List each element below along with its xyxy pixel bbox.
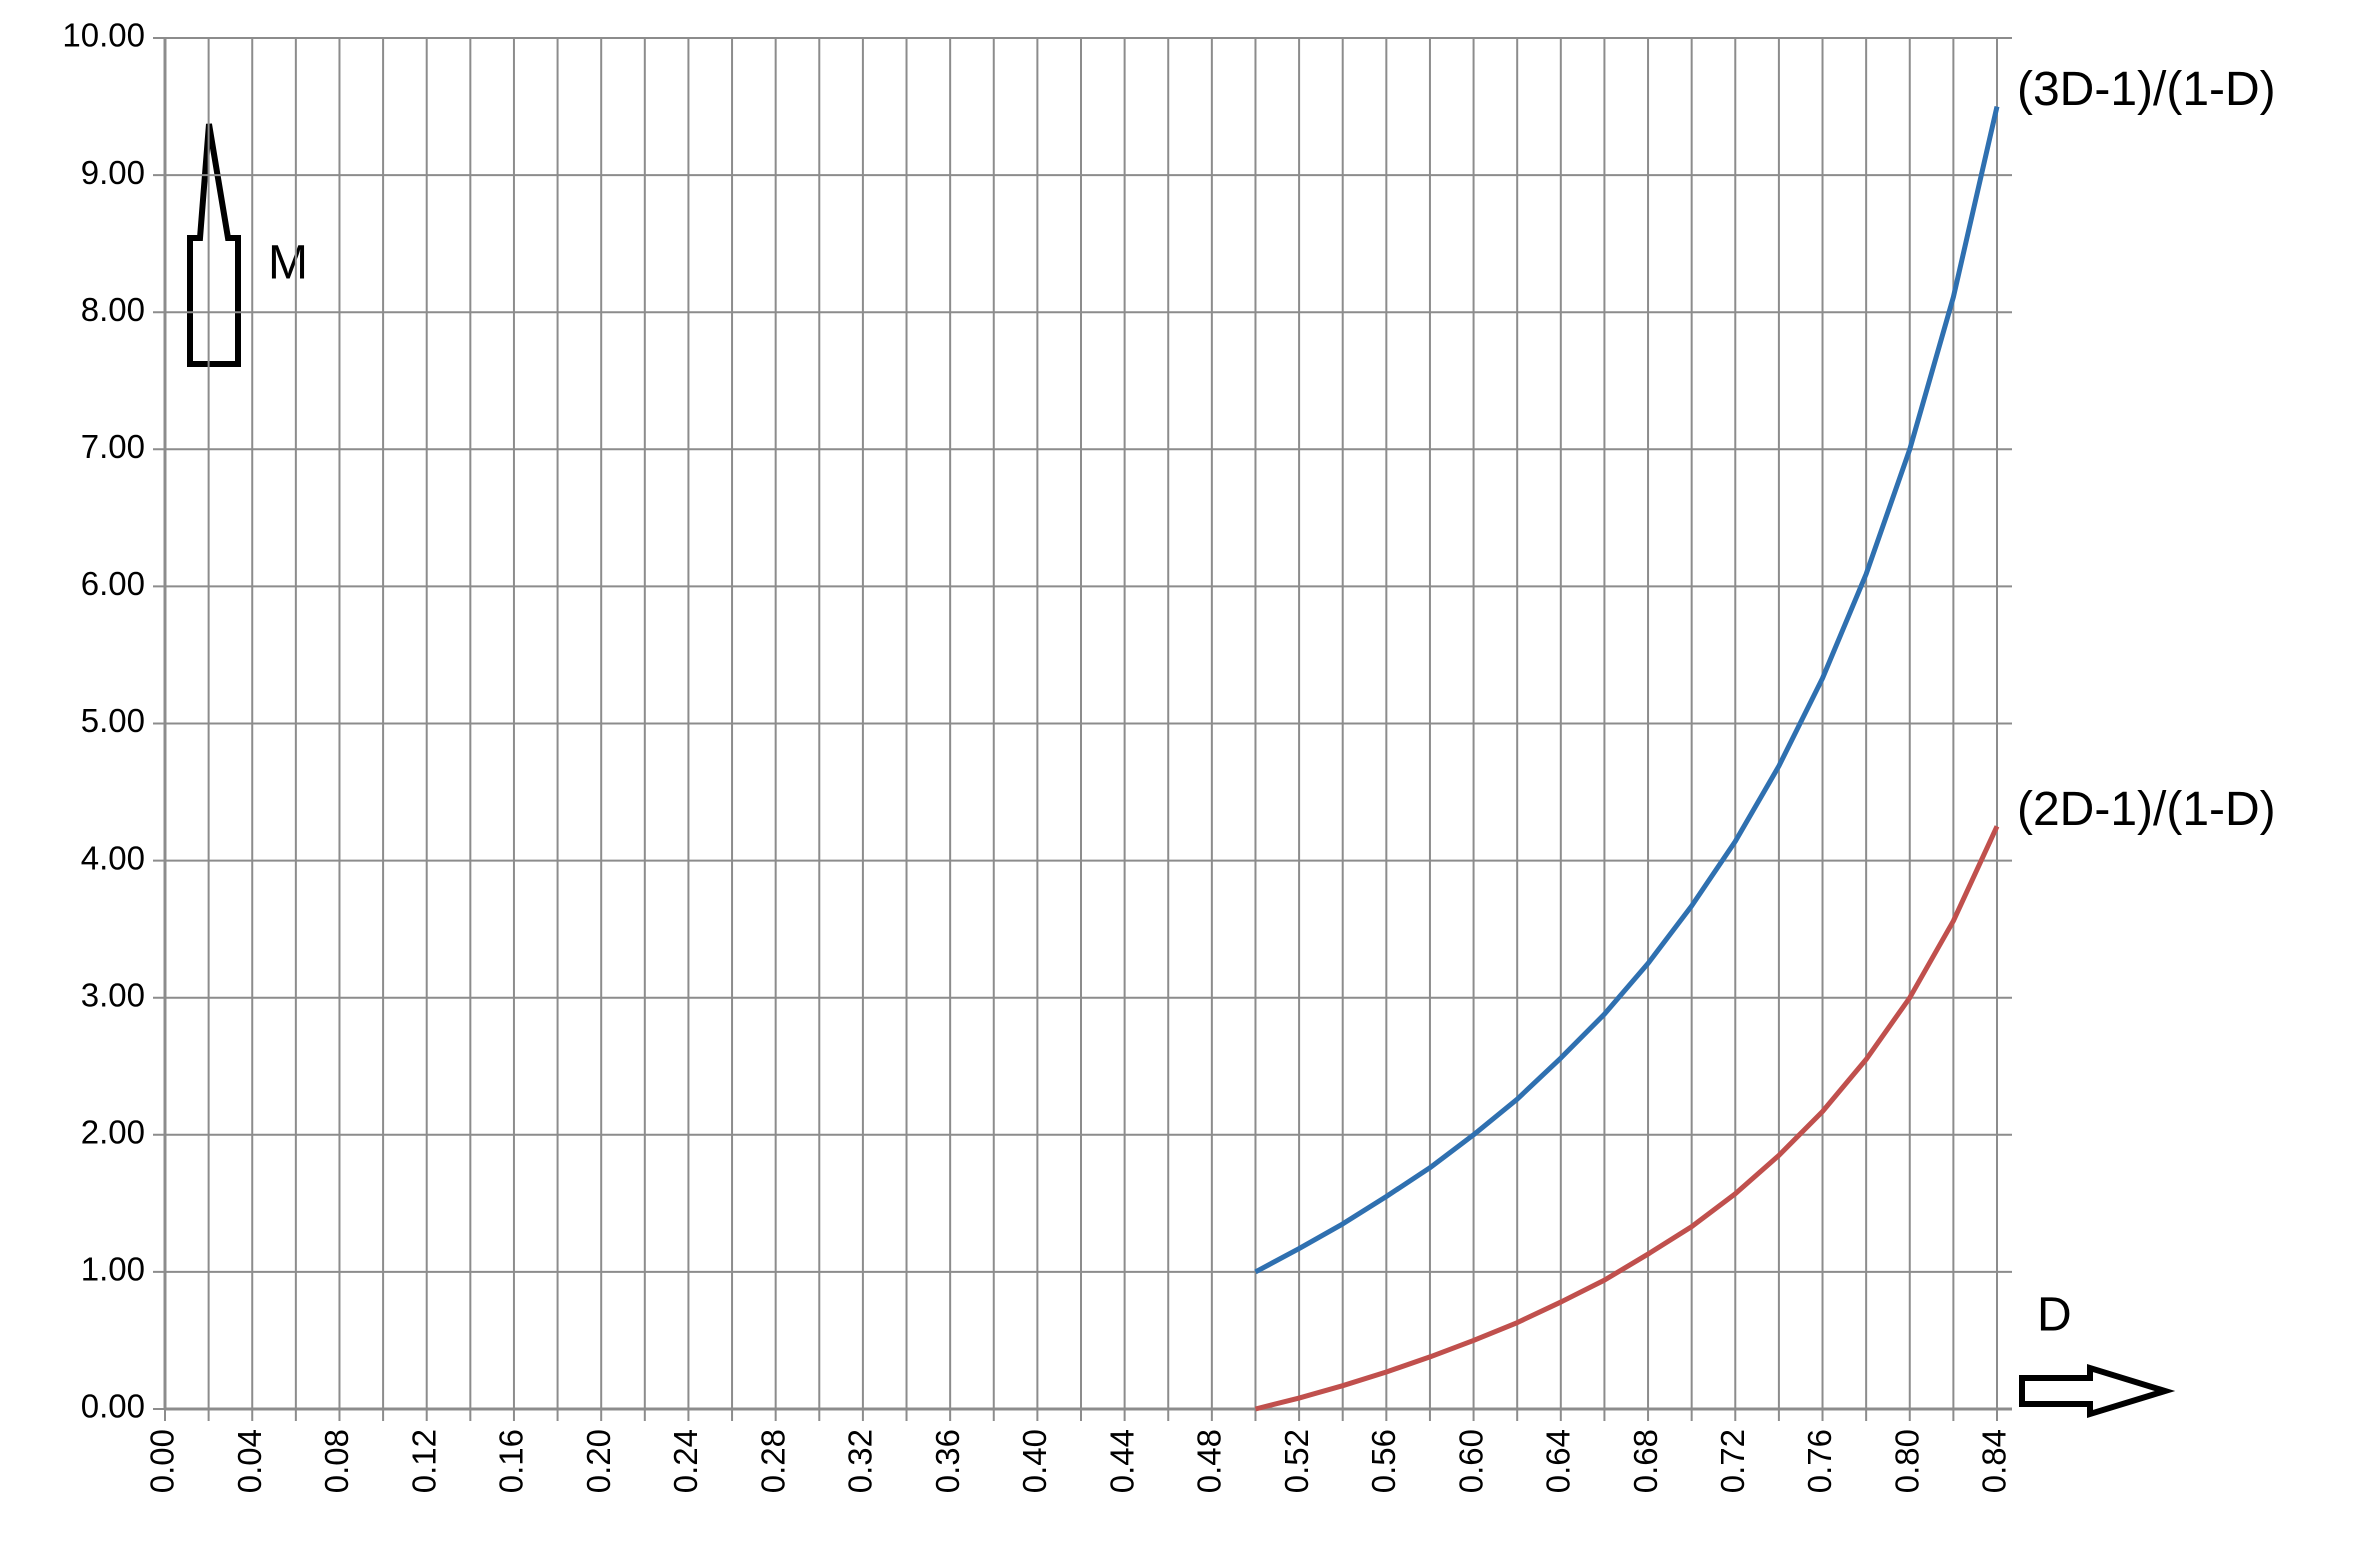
y-tick-label: 5.00 bbox=[81, 702, 145, 739]
series-line bbox=[1254, 105, 2000, 1275]
x-tick-label: 0.08 bbox=[318, 1429, 355, 1493]
x-tick-label: 0.32 bbox=[842, 1429, 879, 1493]
x-tick-label: 0.36 bbox=[929, 1429, 966, 1493]
x-tick-label: 0.12 bbox=[405, 1429, 442, 1493]
y-tick-label: 9.00 bbox=[81, 154, 145, 191]
x-tick-label: 0.52 bbox=[1278, 1429, 1315, 1493]
series-line bbox=[1254, 825, 2000, 1412]
y-tick-label: 6.00 bbox=[81, 565, 145, 602]
x-tick-label: 0.48 bbox=[1191, 1429, 1228, 1493]
x-tick-label: 0.84 bbox=[1976, 1429, 2013, 1493]
y-tick-label: 10.00 bbox=[62, 17, 145, 54]
x-arrow bbox=[2019, 1363, 2176, 1419]
y-axis-label: M bbox=[268, 237, 308, 290]
x-tick-label: 0.44 bbox=[1103, 1429, 1140, 1493]
y-tick-label: 0.00 bbox=[81, 1388, 145, 1425]
y-tick-label: 4.00 bbox=[81, 839, 145, 876]
x-tick-label: 0.56 bbox=[1365, 1429, 1402, 1493]
y-tick-label: 8.00 bbox=[81, 291, 145, 328]
y-tick-label: 2.00 bbox=[81, 1114, 145, 1151]
x-tick-label: 0.72 bbox=[1714, 1429, 1751, 1493]
y-tick-label: 1.00 bbox=[81, 1251, 145, 1288]
series-label: (2D-1)/(1-D) bbox=[2017, 783, 2276, 836]
x-tick-label: 0.60 bbox=[1452, 1429, 1489, 1493]
x-tick-label: 0.16 bbox=[493, 1429, 530, 1493]
x-tick-label: 0.64 bbox=[1540, 1429, 1577, 1493]
y-tick-label: 7.00 bbox=[81, 428, 145, 465]
y-arrow bbox=[187, 123, 241, 367]
x-tick-label: 0.40 bbox=[1016, 1429, 1053, 1493]
y-tick-label: 3.00 bbox=[81, 976, 145, 1013]
series-label: (3D-1)/(1-D) bbox=[2017, 63, 2276, 116]
x-tick-label: 0.76 bbox=[1801, 1429, 1838, 1493]
x-tick-label: 0.20 bbox=[580, 1429, 617, 1493]
x-tick-label: 0.24 bbox=[667, 1429, 704, 1493]
x-tick-label: 0.04 bbox=[231, 1429, 268, 1493]
x-tick-label: 0.80 bbox=[1888, 1429, 1925, 1493]
x-tick-label: 0.28 bbox=[754, 1429, 791, 1493]
x-tick-label: 0.68 bbox=[1627, 1429, 1664, 1493]
x-axis-label: D bbox=[2037, 1289, 2072, 1342]
x-tick-label: 0.00 bbox=[144, 1429, 181, 1493]
